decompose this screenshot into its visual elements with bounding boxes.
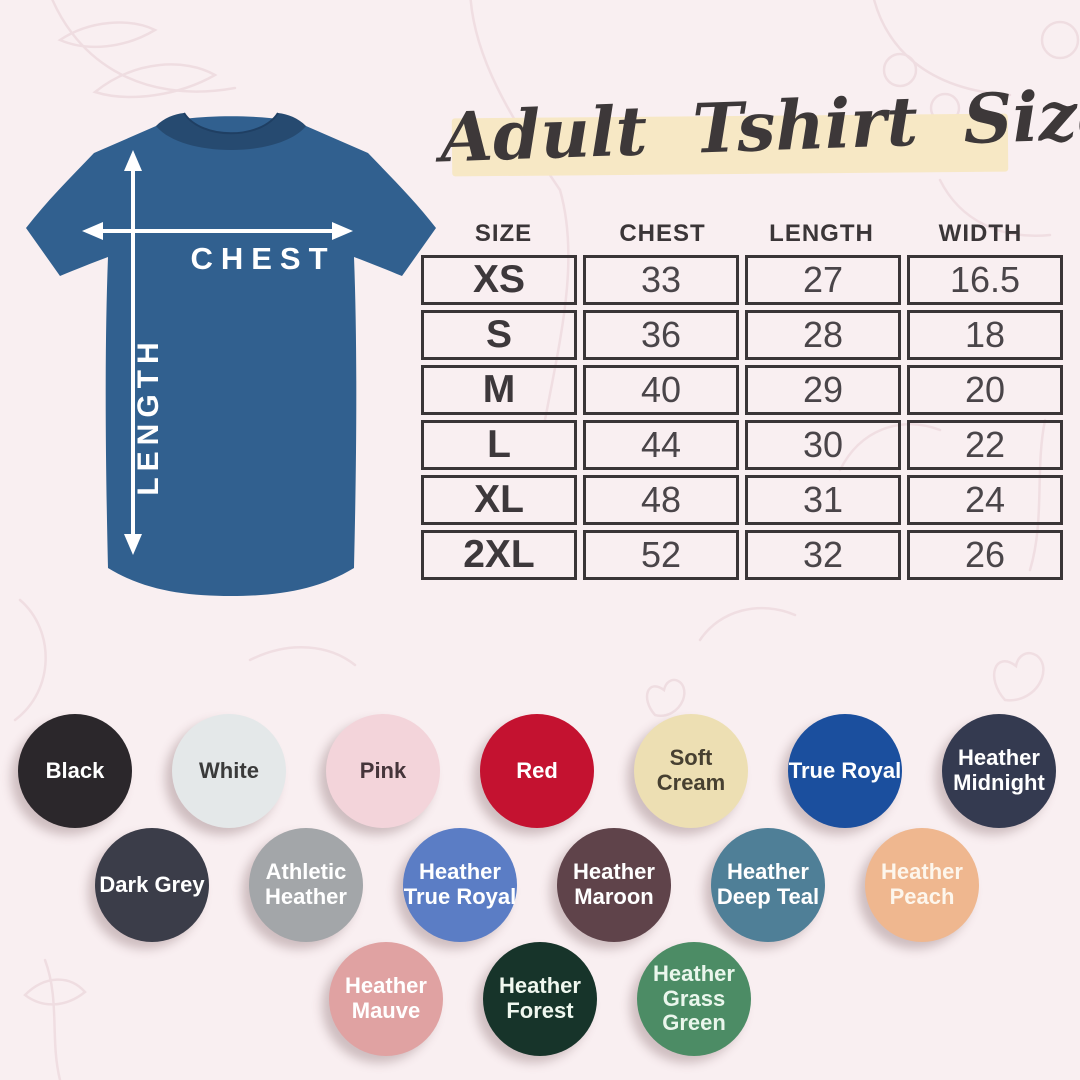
size-label-cell: XS: [421, 255, 577, 305]
measurement-cell: 31: [745, 475, 901, 525]
color-swatch-label: Heather Grass Green: [653, 961, 735, 1036]
size-chart: SIZE CHEST LENGTH WIDTH XS 33 27 16.5 S 36 28 18 M 4…: [421, 220, 1063, 580]
color-swatch-label: Heather Maroon: [573, 859, 655, 909]
measurement-cell: 52: [583, 530, 739, 580]
size-label-cell: M: [421, 365, 577, 415]
measurement-cell: 30: [745, 420, 901, 470]
measurement-cell: 44: [583, 420, 739, 470]
color-swatch-label: White: [199, 757, 259, 783]
measurement-cell: 32: [745, 530, 901, 580]
color-swatch-label: Heather Peach: [881, 859, 963, 909]
color-swatch-label: Heather Deep Teal: [716, 859, 820, 909]
floral-leaf: [92, 63, 218, 99]
size-label-cell: L: [421, 420, 577, 470]
tshirt-collar-seam: [183, 112, 279, 135]
tshirt-body: [26, 116, 436, 596]
measurement-cell: 27: [745, 255, 901, 305]
measurement-arrows: [82, 150, 353, 555]
length-arrowhead-top: [124, 150, 142, 171]
column-header-width: WIDTH: [938, 220, 1023, 247]
color-swatch-heather-mauve: Heather Mauve: [329, 942, 443, 1056]
color-swatch-heather-forest: Heather Forest: [483, 942, 597, 1056]
chest-arrowhead-right: [332, 222, 353, 240]
measurement-cell: 20: [907, 365, 1063, 415]
color-swatch-heather-grass-green: Heather Grass Green: [637, 942, 751, 1056]
floral-stem: [698, 606, 797, 642]
measurement-cell: 16.5: [907, 255, 1063, 305]
color-swatch-label: Heather True Royal: [403, 859, 517, 909]
size-table-header: SIZE CHEST LENGTH WIDTH: [424, 220, 1060, 248]
floral-stem: [51, 0, 237, 93]
color-swatch-true-royal: True Royal: [788, 714, 902, 828]
heart-doodle: [645, 678, 686, 717]
floral-berry: [882, 52, 918, 88]
heart-doodle: [992, 652, 1045, 702]
color-swatch-heather-true-royal: Heather True Royal: [403, 828, 517, 942]
measurement-cell: 24: [907, 475, 1063, 525]
floral-stem: [469, 0, 570, 422]
floral-stem: [248, 646, 357, 667]
measurement-cell: 40: [583, 365, 739, 415]
tshirt-diagram: CHEST LENGTH: [26, 112, 436, 596]
color-swatch-label: Dark Grey: [99, 871, 205, 897]
color-swatch-label: Pink: [359, 757, 407, 783]
color-swatch-black: Black: [18, 714, 132, 828]
floral-stem: [1028, 418, 1047, 572]
color-swatch-label: Black: [45, 757, 105, 783]
measurement-cell: 33: [583, 255, 739, 305]
floral-stem: [43, 958, 62, 1080]
measurement-cell: 18: [907, 310, 1063, 360]
chest-label: CHEST: [190, 241, 335, 276]
length-label: LENGTH: [132, 336, 165, 495]
size-label-cell: S: [421, 310, 577, 360]
color-swatch-label: Athletic Heather: [265, 859, 347, 909]
color-swatch-soft-cream: Soft Cream: [634, 714, 748, 828]
color-swatch-label: True Royal: [788, 757, 902, 783]
size-label-cell: 2XL: [421, 530, 577, 580]
color-swatch-red: Red: [480, 714, 594, 828]
color-swatch-athletic-heather: Athletic Heather: [249, 828, 363, 942]
color-swatch-label: Heather Midnight: [953, 745, 1045, 795]
floral-berry: [1040, 20, 1080, 60]
floral-stem: [838, 423, 942, 472]
floral-leaf: [23, 978, 87, 1006]
floral-leaf: [57, 21, 158, 49]
color-swatch-label: Red: [516, 757, 558, 783]
floral-stem: [13, 598, 47, 722]
color-swatch-heather-maroon: Heather Maroon: [557, 828, 671, 942]
column-header-length: LENGTH: [769, 220, 874, 247]
color-swatch-pink: Pink: [326, 714, 440, 828]
color-swatch-dark-grey: Dark Grey: [95, 828, 209, 942]
measurement-cell: 48: [583, 475, 739, 525]
chest-arrowhead-left: [82, 222, 103, 240]
color-swatch-heather-deep-teal: Heather Deep Teal: [711, 828, 825, 942]
color-swatch-heather-midnight: Heather Midnight: [942, 714, 1056, 828]
column-header-size: SIZE: [474, 220, 533, 247]
measurement-cell: 26: [907, 530, 1063, 580]
tshirt-collar: [156, 113, 306, 150]
length-arrowhead-bottom: [124, 534, 142, 555]
floral-stem: [938, 178, 1052, 237]
measurement-cell: 22: [907, 420, 1063, 470]
measurement-cell: 36: [583, 310, 739, 360]
color-swatch-label: Heather Forest: [499, 973, 581, 1023]
color-swatch-heather-peach: Heather Peach: [865, 828, 979, 942]
column-header-chest: CHEST: [619, 220, 706, 247]
color-swatch-label: Heather Mauve: [345, 973, 427, 1023]
measurement-cell: 28: [745, 310, 901, 360]
size-table-body: XS 33 27 16.5 S 36 28 18 M 40 29 20 L 44 30 22 XL 48 31 24 2…: [421, 255, 1063, 580]
color-swatch-label: Soft Cream: [656, 745, 726, 795]
size-label-cell: XL: [421, 475, 577, 525]
measurement-cell: 29: [745, 365, 901, 415]
color-swatch-white: White: [172, 714, 286, 828]
